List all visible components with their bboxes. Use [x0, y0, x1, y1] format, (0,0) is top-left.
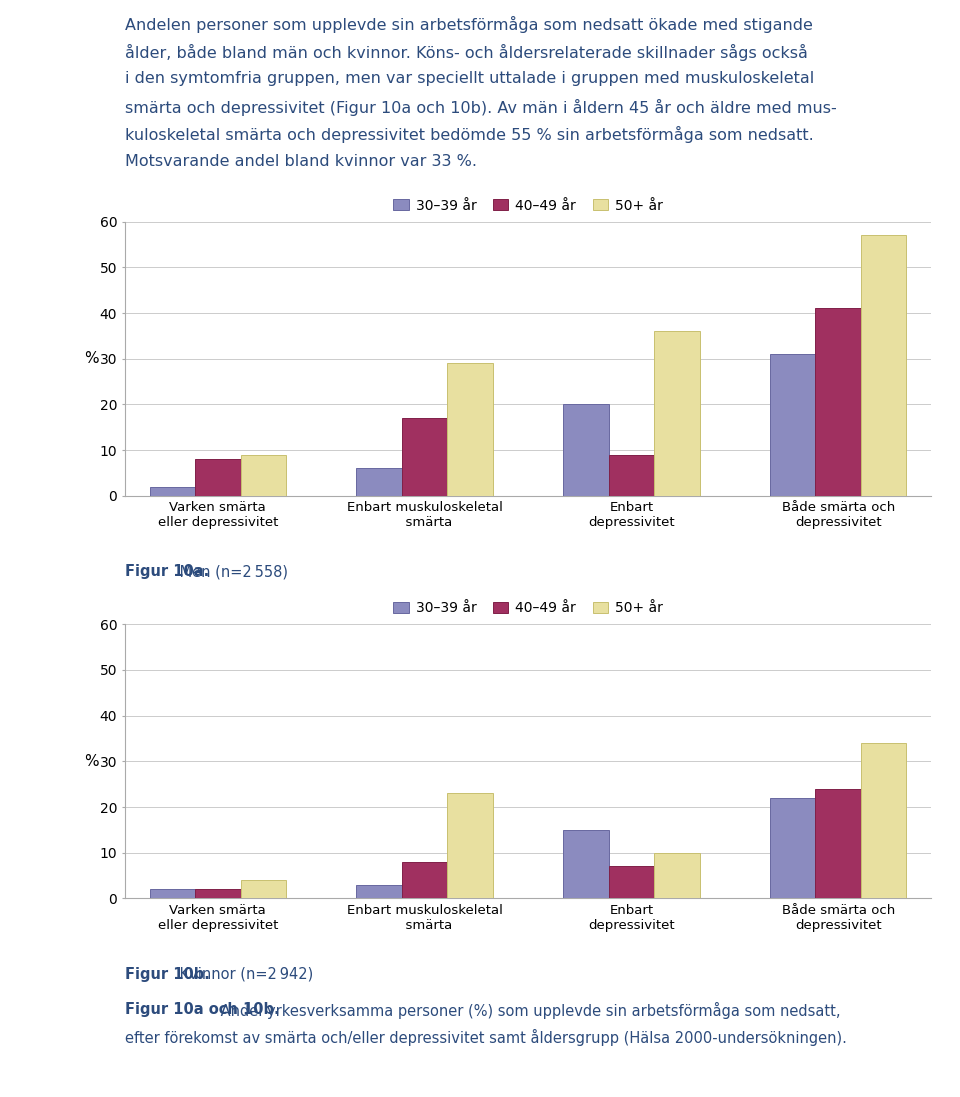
Text: kuloskeletal smärta och depressivitet bedömde 55 % sin arbetsförmåga som nedsatt: kuloskeletal smärta och depressivitet be…	[125, 126, 813, 144]
Bar	[770, 354, 815, 496]
Bar	[402, 862, 447, 898]
Text: Figur 10a och 10b.: Figur 10a och 10b.	[125, 1002, 279, 1017]
Text: ålder, både bland män och kvinnor. Köns- och åldersrelaterade skillnader sågs oc: ålder, både bland män och kvinnor. Köns-…	[125, 44, 807, 61]
Text: Figur 10b.: Figur 10b.	[125, 966, 209, 982]
Y-axis label: %: %	[84, 351, 99, 366]
Bar	[861, 236, 906, 496]
Text: Andelen personer som upplevde sin arbetsförmåga som nedsatt ökade med stigande: Andelen personer som upplevde sin arbets…	[125, 16, 813, 34]
Bar	[241, 880, 286, 898]
Text: Kvinnor (n=2 942): Kvinnor (n=2 942)	[175, 966, 313, 982]
Text: Men (n=2 558): Men (n=2 558)	[175, 564, 288, 579]
Bar	[195, 890, 241, 898]
Bar	[609, 454, 654, 496]
Bar	[861, 743, 906, 898]
Bar	[564, 830, 609, 898]
Text: i den symtomfria gruppen, men var speciellt uttalade i gruppen med muskuloskelet: i den symtomfria gruppen, men var specie…	[125, 71, 814, 87]
Bar	[447, 793, 492, 898]
Text: smärta och depressivitet (Figur 10a och 10b). Av män i åldern 45 år och äldre me: smärta och depressivitet (Figur 10a och …	[125, 99, 836, 116]
Bar	[609, 867, 654, 898]
Y-axis label: %: %	[84, 754, 99, 769]
Bar	[564, 405, 609, 496]
Bar	[150, 890, 195, 898]
Bar	[815, 789, 861, 898]
Text: Figur 10a.: Figur 10a.	[125, 564, 209, 579]
Bar	[654, 331, 700, 496]
Bar	[654, 852, 700, 898]
Bar	[447, 363, 492, 496]
Bar	[150, 487, 195, 496]
Bar	[195, 460, 241, 496]
Bar	[356, 885, 402, 898]
Text: efter förekomst av smärta och/eller depressivitet samt åldersgrupp (Hälsa 2000-u: efter förekomst av smärta och/eller depr…	[125, 1029, 847, 1045]
Legend: 30–39 år, 40–49 år, 50+ år: 30–39 år, 40–49 år, 50+ år	[394, 199, 662, 213]
Bar	[815, 308, 861, 496]
Legend: 30–39 år, 40–49 år, 50+ år: 30–39 år, 40–49 år, 50+ år	[394, 601, 662, 615]
Text: Motsvarande andel bland kvinnor var 33 %.: Motsvarande andel bland kvinnor var 33 %…	[125, 154, 477, 169]
Bar	[356, 468, 402, 496]
Text: Andel yrkesverksamma personer (%) som upplevde sin arbetsförmåga som nedsatt,: Andel yrkesverksamma personer (%) som up…	[216, 1002, 840, 1019]
Bar	[402, 418, 447, 496]
Bar	[241, 454, 286, 496]
Text: 18: 18	[469, 1076, 491, 1090]
Bar	[770, 798, 815, 898]
